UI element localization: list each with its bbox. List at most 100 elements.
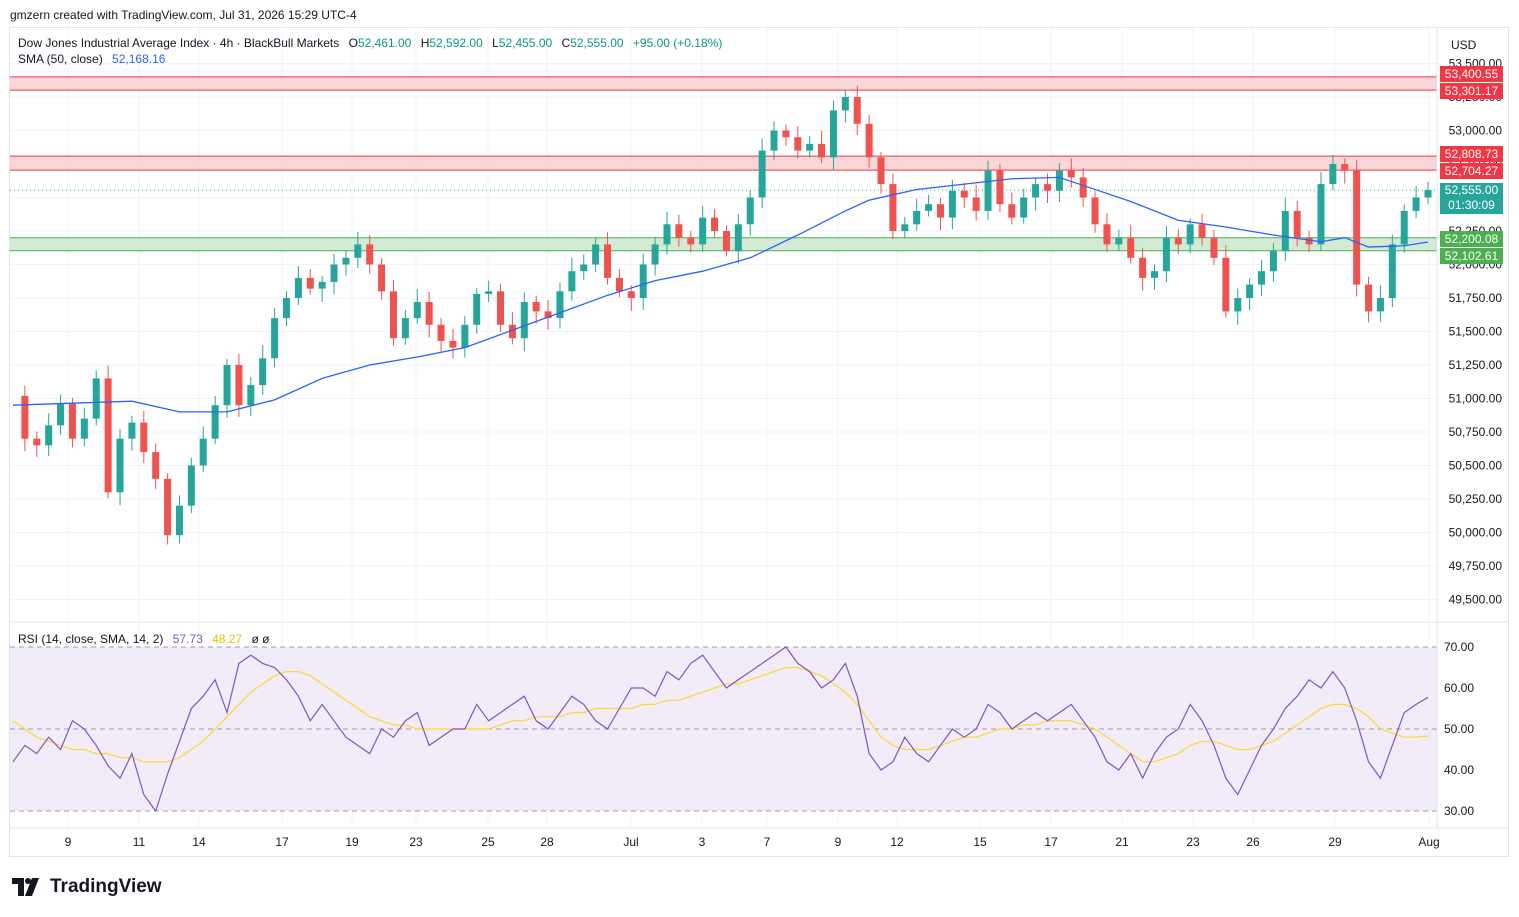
candle-down: [152, 452, 160, 479]
rsi-line: [12, 646, 1429, 813]
rsi-tick-label: 60.00: [1444, 681, 1474, 695]
candle-up: [1020, 197, 1028, 218]
candle-up: [734, 224, 742, 252]
chart-credit: gmzern created with TradingView.com, Jul…: [10, 8, 357, 22]
res-top-high-tag: 53,400.55: [1440, 66, 1503, 82]
sma-label: SMA (50, close): [18, 52, 103, 66]
candle-down: [794, 137, 802, 151]
sup-high-tag: 52,200.08: [1440, 231, 1503, 247]
candle-up: [1186, 224, 1194, 245]
candle-down: [425, 302, 433, 325]
candle-up: [841, 97, 849, 111]
candle-down: [936, 204, 944, 218]
symbol-legend[interactable]: Dow Jones Industrial Average Index · 4h …: [18, 36, 722, 50]
candle-up: [925, 204, 933, 211]
open-label: O: [348, 36, 358, 50]
time-tick-label: 23: [409, 835, 423, 849]
candle-up: [57, 403, 65, 426]
candle-up: [485, 291, 493, 294]
candle-down: [1103, 224, 1111, 245]
candle-up: [413, 302, 421, 319]
candle-down: [711, 217, 719, 231]
change-value: +95.00 (+0.18%): [632, 36, 723, 50]
candle-down: [1091, 197, 1099, 225]
candle-down: [1353, 170, 1361, 285]
candle-up: [806, 143, 814, 151]
price-tick-label: 51,750.00: [1449, 291, 1503, 305]
candle-down: [68, 403, 76, 439]
candle-down: [877, 157, 885, 185]
candle-down: [164, 478, 172, 536]
high-label: H: [420, 36, 430, 50]
candle-up: [758, 150, 766, 198]
candle-up: [1281, 210, 1289, 252]
support-resistance-zones: [10, 76, 1437, 252]
candle-down: [1222, 257, 1230, 312]
chart-frame[interactable]: [9, 27, 1509, 857]
time-tick-label: 19: [345, 835, 359, 849]
candle-up: [80, 418, 88, 439]
time-tick-label: 9: [65, 835, 72, 849]
candle-up: [520, 302, 528, 339]
currency-label[interactable]: USD: [1451, 38, 1477, 52]
candle-down: [1043, 184, 1051, 191]
candle-up: [1162, 237, 1170, 272]
candle-up: [580, 264, 588, 272]
candle-up: [1269, 251, 1277, 272]
candle-down: [437, 324, 445, 341]
candle-up: [259, 358, 267, 386]
time-tick-label: 29: [1328, 835, 1342, 849]
rsi-legend[interactable]: RSI (14, close, SMA, 14, 2) 57.73 48.27 …: [18, 632, 269, 646]
candle-down: [390, 291, 398, 339]
candle-up: [699, 217, 707, 245]
candle-down: [378, 264, 386, 292]
high-value: 52,592.00: [429, 36, 483, 50]
sma-value: 52,168.16: [112, 52, 166, 66]
close-label: C: [561, 36, 571, 50]
candle-down: [306, 277, 314, 289]
candle-down: [722, 231, 730, 252]
tradingview-logo[interactable]: TradingView: [12, 876, 162, 898]
candle-down: [996, 170, 1004, 205]
last-price-tag: 52,555.00 01:30:09: [1440, 183, 1503, 214]
price-tick-label: 51,500.00: [1449, 325, 1503, 339]
sma-series: [12, 176, 1429, 413]
rsi-ma-value: 48.27: [212, 632, 243, 646]
time-tick-label: 26: [1246, 835, 1260, 849]
candle-up: [271, 318, 279, 359]
candle-up: [901, 224, 909, 231]
candle-up: [116, 438, 124, 493]
time-tick-label: Aug: [1418, 835, 1439, 849]
candle-down: [1365, 284, 1373, 312]
last-price-value: 52,555.00: [1444, 183, 1499, 197]
time-tick-label: 17: [275, 835, 289, 849]
time-tick-label: 25: [481, 835, 495, 849]
time-tick-label: 9: [835, 835, 842, 849]
candle-up: [639, 264, 647, 298]
candle-down: [960, 190, 968, 198]
candle-down: [782, 130, 790, 138]
candle-down: [497, 291, 505, 325]
candle-up: [473, 293, 481, 325]
rsi-tick-label: 30.00: [1444, 804, 1474, 818]
candle-down: [235, 365, 243, 406]
open-value: 52,461.00: [357, 36, 412, 50]
sma-legend[interactable]: SMA (50, close) 52,168.16: [18, 52, 165, 66]
candle-up: [175, 505, 183, 536]
candle-up: [128, 422, 136, 439]
time-tick-label: 11: [133, 835, 146, 849]
candle-down: [604, 244, 612, 278]
candle-down: [366, 244, 374, 265]
time-tick-label: Jul: [623, 835, 638, 849]
candle-down: [1293, 210, 1301, 238]
symbol-title: Dow Jones Industrial Average Index · 4h …: [18, 36, 340, 50]
time-tick-label: 15: [973, 835, 987, 849]
price-tick-label: 51,000.00: [1449, 392, 1503, 406]
candle-up: [461, 324, 469, 348]
candle-down: [104, 378, 112, 493]
brand-name: TradingView: [50, 876, 162, 897]
candle-down: [140, 422, 148, 453]
candle-up: [568, 271, 576, 292]
price-tick-label: 50,750.00: [1449, 425, 1503, 439]
